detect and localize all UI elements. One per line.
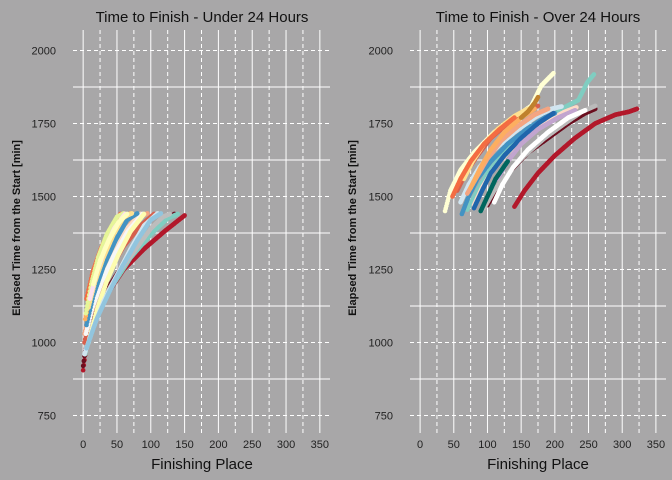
data-point bbox=[551, 110, 556, 116]
x-axis-label-2: Finishing Place bbox=[487, 456, 589, 473]
data-point bbox=[182, 213, 187, 218]
x-tick-label: 300 bbox=[277, 439, 295, 451]
data-point bbox=[80, 367, 86, 373]
data-point bbox=[592, 103, 598, 109]
x-tick-label: 250 bbox=[579, 439, 597, 451]
x-tick-label: 250 bbox=[243, 439, 261, 451]
x-tick-label: 350 bbox=[647, 439, 665, 451]
data-point bbox=[175, 211, 181, 217]
series-18 bbox=[90, 211, 130, 287]
series-17 bbox=[478, 159, 510, 214]
data-point bbox=[134, 211, 140, 216]
y-ticks-1: 750 1000 1250 1500 1750 2000 bbox=[32, 45, 56, 422]
data-point bbox=[535, 103, 541, 109]
data-point bbox=[158, 211, 164, 216]
x-tick-label: 0 bbox=[417, 439, 423, 451]
points-1 bbox=[80, 211, 187, 373]
data-point bbox=[124, 211, 130, 217]
y-tick-label: 2000 bbox=[369, 45, 393, 57]
gridlines-2 bbox=[410, 30, 666, 433]
y-tick-label: 1500 bbox=[369, 191, 393, 203]
y-tick-label: 1000 bbox=[369, 337, 393, 349]
y-tick-label: 1500 bbox=[32, 191, 56, 203]
data-point bbox=[83, 310, 89, 316]
y-ticks-2: 750 1000 1250 1500 1750 2000 bbox=[369, 45, 393, 422]
y-tick-label: 750 bbox=[38, 410, 56, 422]
data-point bbox=[84, 303, 90, 309]
y-tick-label: 1750 bbox=[369, 118, 393, 130]
x-ticks-1: 0 50 100 150 200 250 300 350 bbox=[80, 439, 329, 451]
data-point bbox=[80, 363, 86, 369]
series-18 bbox=[450, 115, 517, 199]
y-tick-label: 1000 bbox=[32, 337, 56, 349]
data-point bbox=[591, 72, 597, 77]
x-tick-label: 200 bbox=[209, 439, 227, 451]
x-tick-label: 100 bbox=[478, 439, 496, 451]
x-ticks-2: 0 50 100 150 200 250 300 350 bbox=[417, 439, 665, 451]
y-tick-label: 2000 bbox=[32, 45, 56, 57]
x-tick-label: 50 bbox=[448, 439, 460, 451]
y-tick-label: 1250 bbox=[369, 264, 393, 276]
data-point bbox=[84, 307, 89, 312]
x-tick-label: 200 bbox=[546, 439, 564, 451]
x-axis-label-1: Finishing Place bbox=[151, 456, 253, 473]
panel-over-24: Time to Finish - Over 24 Hours 750100012… bbox=[347, 9, 666, 473]
data-point bbox=[81, 358, 87, 364]
y-axis-label-1: Elapsed Time from the Start [min] bbox=[11, 140, 23, 316]
x-tick-label: 0 bbox=[80, 439, 86, 451]
x-tick-label: 350 bbox=[311, 439, 329, 451]
data-point bbox=[551, 70, 556, 76]
chart-title-2: Time to Finish - Over 24 Hours bbox=[436, 9, 641, 26]
data-point bbox=[559, 104, 564, 109]
data-point bbox=[572, 108, 578, 113]
y-tick-label: 1750 bbox=[32, 118, 56, 130]
series-11 bbox=[84, 211, 164, 351]
chart-title-1: Time to Finish - Under 24 Hours bbox=[96, 9, 309, 26]
data-point bbox=[582, 108, 588, 113]
y-axis-label-2: Elapsed Time from the Start [min] bbox=[347, 140, 359, 316]
series-9 bbox=[471, 110, 556, 211]
data-point bbox=[141, 211, 147, 217]
y-tick-label: 750 bbox=[375, 410, 393, 422]
data-point bbox=[145, 211, 150, 216]
series-12 bbox=[84, 211, 140, 328]
series-16 bbox=[491, 108, 588, 205]
data-point bbox=[85, 300, 91, 305]
data-point bbox=[82, 336, 88, 342]
x-tick-label: 100 bbox=[142, 439, 160, 451]
data-point bbox=[129, 211, 135, 216]
panel-under-24: Time to Finish - Under 24 Hours 75010001… bbox=[11, 9, 330, 473]
data-point bbox=[535, 94, 541, 100]
data-point bbox=[634, 106, 640, 112]
data-point bbox=[505, 159, 510, 164]
x-tick-label: 300 bbox=[613, 439, 631, 451]
x-tick-label: 150 bbox=[175, 439, 193, 451]
data-point bbox=[167, 211, 173, 217]
y-tick-label: 1250 bbox=[32, 264, 56, 276]
x-tick-label: 50 bbox=[111, 439, 123, 451]
x-tick-label: 150 bbox=[512, 439, 530, 451]
series-14 bbox=[518, 94, 541, 120]
data-point bbox=[512, 115, 517, 120]
points-2 bbox=[442, 70, 640, 217]
gridlines-1 bbox=[73, 30, 330, 433]
series-3 bbox=[512, 106, 640, 209]
data-point bbox=[545, 106, 551, 112]
